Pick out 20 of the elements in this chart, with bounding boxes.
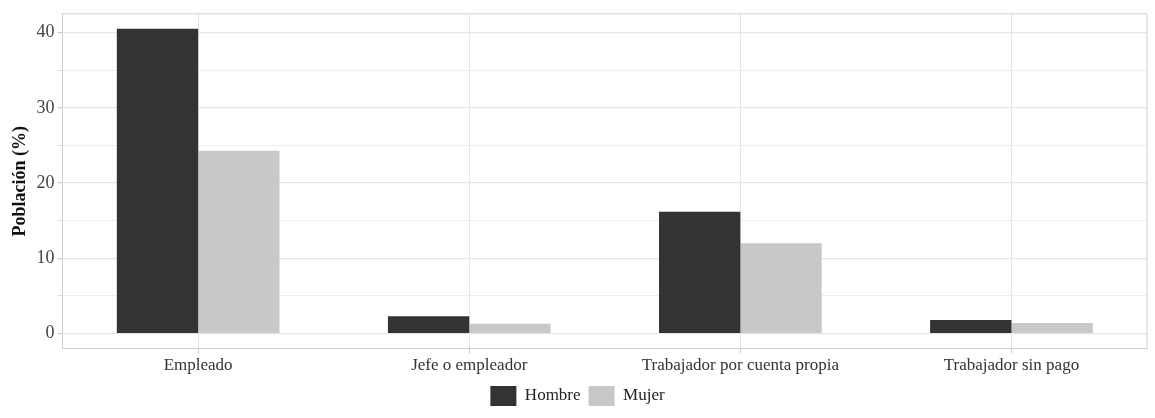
bar xyxy=(116,28,199,333)
y-tick-label: 30 xyxy=(36,96,55,117)
bar xyxy=(198,150,280,333)
y-axis-title: Población (%) xyxy=(9,125,31,237)
legend-label: Mujer xyxy=(623,385,665,405)
y-tick-label: 40 xyxy=(36,21,55,42)
bar xyxy=(387,316,470,333)
x-tick-label: Empleado xyxy=(163,355,233,375)
y-tick-label: 20 xyxy=(36,171,55,192)
bar xyxy=(1011,323,1093,333)
bar xyxy=(469,323,551,333)
legend-label: Hombre xyxy=(524,385,581,405)
y-tick-label: 0 xyxy=(45,322,55,343)
x-tick-label: Trabajador por cuenta propia xyxy=(641,355,840,375)
x-tick-label: Jefe o empleador xyxy=(411,355,528,375)
y-tick-label: 10 xyxy=(36,247,55,268)
x-tick-label: Trabajador sin pago xyxy=(943,355,1080,375)
bar xyxy=(659,211,741,333)
bar xyxy=(930,320,1012,333)
bar xyxy=(740,243,822,333)
